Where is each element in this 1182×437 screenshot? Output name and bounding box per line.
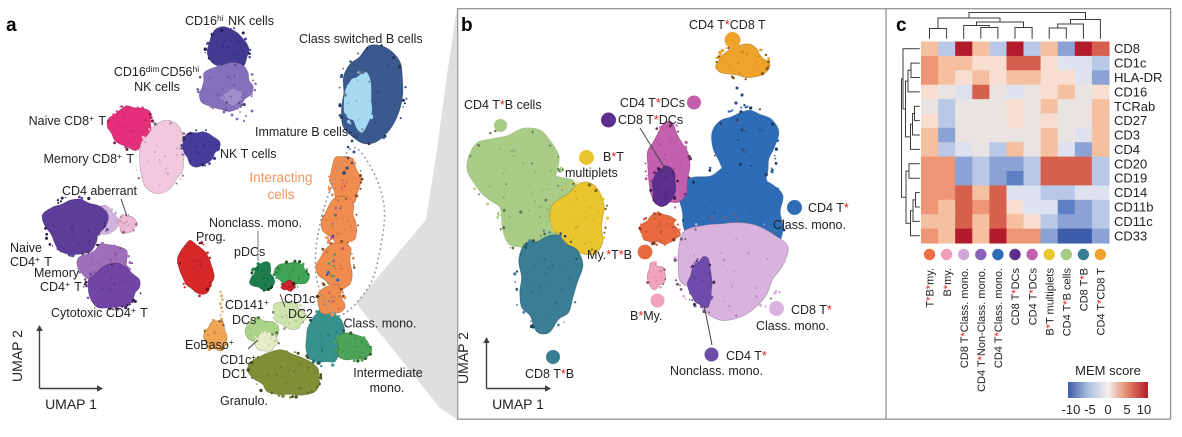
svg-text:Class switched B cells: Class switched B cells — [299, 32, 423, 46]
svg-text:a: a — [6, 15, 17, 36]
svg-text:CD4 T*DCs: CD4 T*DCs — [620, 96, 685, 110]
svg-text:UMAP 2: UMAP 2 — [455, 332, 471, 384]
svg-text:CD16hi NK cells: CD16hi NK cells — [185, 13, 274, 28]
svg-text:-10: -10 — [1062, 402, 1081, 417]
svg-text:CD141+: CD141+ — [225, 297, 270, 312]
svg-text:CD4+ T: CD4+ T — [40, 279, 82, 294]
svg-text:-5: -5 — [1084, 402, 1096, 417]
svg-text:multiplets: multiplets — [565, 166, 618, 180]
svg-text:Nonclass. mono.: Nonclass. mono. — [670, 364, 763, 378]
svg-text:0: 0 — [1104, 402, 1111, 417]
svg-text:CD4 T*B cells: CD4 T*B cells — [464, 98, 542, 112]
svg-text:EoBaso+: EoBaso+ — [185, 337, 235, 352]
svg-text:DC1: DC1 — [222, 367, 247, 381]
svg-text:CD20: CD20 — [1114, 156, 1147, 171]
svg-text:CD19: CD19 — [1114, 171, 1147, 186]
svg-text:T*B*my.: T*B*my. — [925, 268, 937, 308]
svg-text:mono.: mono. — [370, 381, 405, 395]
svg-text:Memory: Memory — [34, 266, 80, 280]
svg-text:CD8 T*B: CD8 T*B — [525, 367, 574, 381]
svg-text:B*My.: B*My. — [630, 309, 662, 323]
svg-text:CD8 T*: CD8 T* — [791, 303, 832, 317]
svg-text:CD3: CD3 — [1114, 128, 1140, 143]
svg-text:Nonclass. mono.: Nonclass. mono. — [209, 216, 302, 230]
svg-text:B*T: B*T — [603, 150, 624, 164]
svg-text:Class. mono.: Class. mono. — [756, 319, 829, 333]
svg-text:CD4+ T: CD4+ T — [10, 254, 52, 269]
svg-text:CD8 T*DCs: CD8 T*DCs — [618, 113, 683, 127]
svg-text:Cytotoxic CD4+ T: Cytotoxic CD4+ T — [51, 305, 148, 320]
svg-text:CD1c: CD1c — [1114, 56, 1147, 71]
svg-text:CD11b: CD11b — [1114, 199, 1154, 214]
svg-text:Class. mono.: Class. mono. — [773, 218, 846, 232]
svg-text:CD8 T*B: CD8 T*B — [1079, 268, 1091, 311]
svg-text:DCs: DCs — [232, 313, 256, 327]
svg-text:B*T multiplets: B*T multiplets — [1044, 268, 1056, 336]
svg-text:UMAP 1: UMAP 1 — [492, 396, 544, 412]
svg-text:CD4 T*CD8 T: CD4 T*CD8 T — [689, 18, 766, 32]
svg-text:CD11c: CD11c — [1114, 214, 1153, 229]
svg-text:b: b — [461, 15, 473, 36]
svg-text:Class. mono.: Class. mono. — [344, 317, 417, 331]
svg-text:CD1c+: CD1c+ — [284, 291, 321, 306]
svg-text:Naive CD8+ T: Naive CD8+ T — [29, 113, 107, 128]
svg-text:HLA-DR: HLA-DR — [1114, 70, 1162, 85]
svg-text:CD16: CD16 — [1114, 84, 1147, 99]
svg-text:B*my.: B*my. — [942, 268, 954, 297]
svg-text:My.*T*B: My.*T*B — [587, 248, 632, 262]
svg-text:CD4 T*Class. mono.: CD4 T*Class. mono. — [993, 268, 1005, 368]
svg-text:CD4 T*: CD4 T* — [726, 349, 767, 363]
svg-text:Intermediate: Intermediate — [353, 366, 423, 380]
svg-text:CD1c+: CD1c+ — [220, 352, 257, 367]
svg-text:c: c — [896, 15, 907, 36]
svg-text:5: 5 — [1123, 402, 1130, 417]
svg-text:CD4 T*Non-Class. mono.: CD4 T*Non-Class. mono. — [976, 268, 988, 392]
svg-text:CD4 T*CD8 T: CD4 T*CD8 T — [1096, 268, 1108, 336]
svg-text:CD8 T*Class. mono.: CD8 T*Class. mono. — [959, 268, 971, 368]
svg-text:Interacting: Interacting — [249, 170, 312, 185]
svg-text:cells: cells — [267, 187, 294, 202]
svg-text:CD27: CD27 — [1114, 113, 1147, 128]
svg-text:NK T cells: NK T cells — [220, 147, 277, 161]
svg-text:CD16dim CD56hi: CD16dim CD56hi — [114, 64, 200, 79]
svg-text:UMAP 1: UMAP 1 — [45, 396, 97, 412]
svg-text:DC2: DC2 — [288, 307, 313, 321]
svg-text:10: 10 — [1137, 402, 1151, 417]
svg-text:pDCs: pDCs — [234, 245, 265, 259]
svg-text:CD4: CD4 — [1114, 142, 1140, 157]
svg-text:CD4 T*B cells: CD4 T*B cells — [1062, 268, 1074, 337]
svg-text:NK cells: NK cells — [134, 80, 180, 94]
svg-text:CD8: CD8 — [1114, 41, 1140, 56]
svg-text:CD14: CD14 — [1114, 185, 1147, 200]
svg-text:CD4 aberrant: CD4 aberrant — [62, 184, 138, 198]
svg-text:UMAP 2: UMAP 2 — [9, 330, 25, 382]
svg-text:Naive: Naive — [10, 241, 42, 255]
svg-text:Immature B cells: Immature B cells — [255, 125, 348, 139]
svg-text:TCRab: TCRab — [1114, 99, 1155, 114]
svg-text:CD8 T*DCs: CD8 T*DCs — [1010, 268, 1022, 326]
svg-text:MEM score: MEM score — [1075, 363, 1141, 378]
svg-text:Granulo.: Granulo. — [220, 394, 268, 408]
svg-text:CD4 T*DCs: CD4 T*DCs — [1027, 268, 1039, 326]
svg-text:Memory CD8+ T: Memory CD8+ T — [43, 151, 134, 166]
svg-text:Prog.: Prog. — [196, 230, 226, 244]
svg-text:CD4 T*: CD4 T* — [808, 201, 849, 215]
svg-text:CD33: CD33 — [1114, 228, 1147, 243]
